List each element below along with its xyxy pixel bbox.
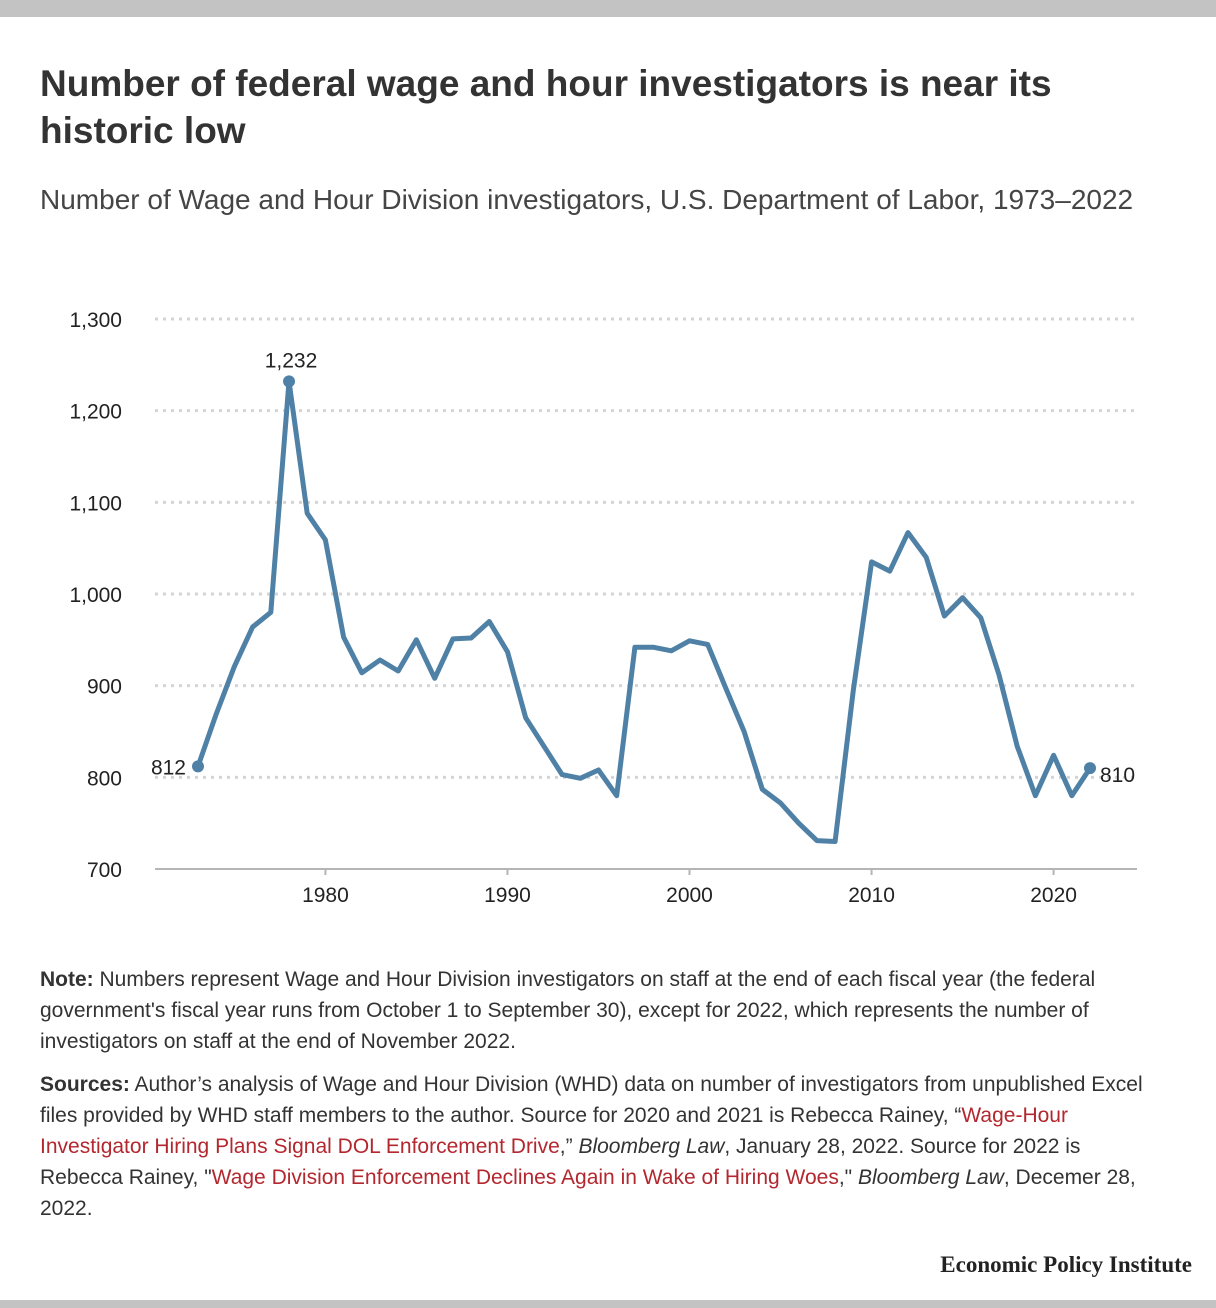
chart-title: Number of federal wage and hour investig… — [40, 63, 1052, 151]
y-axis-tick-labels: 700 800 900 1,000 1,100 1,200 1,300 — [69, 309, 122, 882]
data-label-1978: 1,232 — [265, 349, 318, 372]
chart-notes: Note: Numbers represent Wage and Hour Di… — [40, 964, 1160, 1236]
note-label: Note: — [40, 968, 94, 991]
data-label-2022: 810 — [1100, 764, 1135, 787]
series-line-investigators — [195, 378, 1093, 844]
sources-label: Sources: — [40, 1073, 130, 1096]
bottom-border-bar — [0, 1300, 1216, 1308]
sources-text-5: , Decemer 28, 2022. — [40, 1166, 1136, 1220]
line-chart: 700 800 900 1,000 1,100 1,200 1,300 1980 1990 20… — [69, 309, 1137, 907]
sources-text-1: Author’s analysis of Wage and Hour Divis… — [40, 1073, 1143, 1127]
y-tick-label-1100: 1,100 — [69, 492, 122, 515]
y-tick-label-900: 900 — [87, 676, 122, 699]
x-tick-label-1980: 1980 — [302, 884, 349, 907]
sources-text-4: ," — [838, 1166, 858, 1189]
publisher-logo: Economic Policy Institute — [940, 1252, 1192, 1277]
y-tick-label-1000: 1,000 — [69, 584, 122, 607]
publication-name-1: Bloomberg Law — [578, 1135, 725, 1158]
note-paragraph: Note: Numbers represent Wage and Hour Di… — [40, 964, 1160, 1057]
data-point-1978 — [283, 375, 296, 388]
x-axis-tick-marks — [324, 869, 1055, 875]
source-link-enforcement-declines[interactable]: Wage Division Enforcement Declines Again… — [211, 1166, 839, 1189]
sources-paragraph: Sources: Author’s analysis of Wage and H… — [40, 1069, 1160, 1224]
data-point-1973 — [192, 760, 204, 773]
note-text: Numbers represent Wage and Hour Division… — [40, 968, 1096, 1053]
publication-name-2: Bloomberg Law — [857, 1166, 1004, 1189]
data-labels: 812 1,232 810 — [151, 349, 1135, 787]
data-point-2022 — [1084, 762, 1096, 775]
x-tick-label-1990: 1990 — [484, 884, 531, 907]
y-tick-label-1200: 1,200 — [69, 401, 122, 424]
y-tick-label-1300: 1,300 — [69, 309, 122, 332]
top-border-bar — [0, 0, 1216, 17]
chart-subtitle: Number of Wage and Hour Division investi… — [40, 184, 1134, 215]
y-tick-label-800: 800 — [87, 767, 122, 790]
x-tick-label-2010: 2010 — [848, 884, 895, 907]
x-tick-label-2020: 2020 — [1030, 884, 1077, 907]
annotated-points — [192, 375, 1096, 775]
source-link-hiring-plans[interactable]: Wage-Hour Investigator Hiring Plans Sign… — [40, 1104, 1068, 1158]
y-tick-label-700: 700 — [87, 859, 122, 882]
x-tick-label-2000: 2000 — [666, 884, 713, 907]
sources-text-2: ,” — [559, 1135, 579, 1158]
x-axis-tick-labels: 1980 1990 2000 2010 2020 — [302, 884, 1077, 907]
sources-text-3: , January 28, 2022. Source for 2022 is R… — [40, 1135, 1081, 1189]
data-label-1973: 812 — [151, 756, 186, 779]
gridlines — [155, 317, 1137, 779]
